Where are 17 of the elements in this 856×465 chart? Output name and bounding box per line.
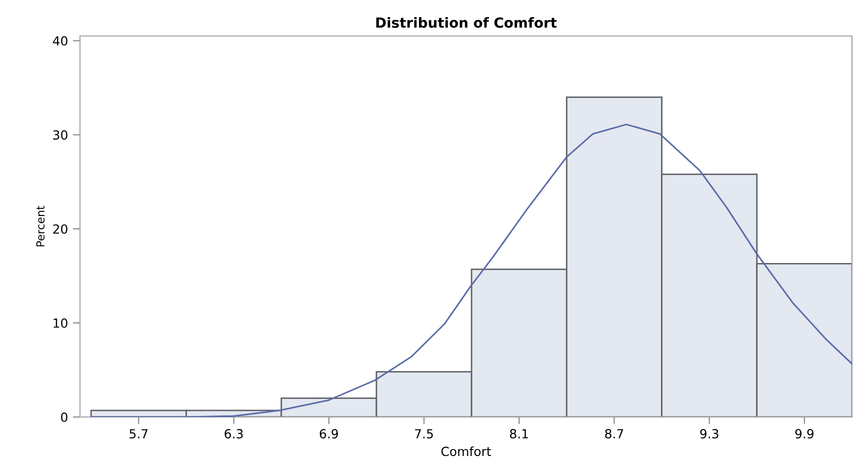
- x-tick-label: 8.7: [605, 429, 624, 438]
- x-tick-label: 6.9: [320, 429, 338, 438]
- y-tick-label: 10: [54, 318, 68, 328]
- x-tick-label: 5.7: [130, 429, 148, 438]
- x-tick-label: 9.3: [700, 429, 718, 438]
- y-tick-label: 30: [53, 130, 68, 140]
- y-axis-title: Percent: [36, 206, 45, 246]
- x-tick-label: 6.3: [224, 429, 243, 438]
- x-axis-title: Comfort: [441, 446, 492, 456]
- x-tick-label: 7.5: [415, 429, 433, 438]
- y-tick-label: 40: [52, 36, 68, 46]
- chart-title: Distribution of Comfort: [376, 17, 557, 28]
- y-tick-label: 0: [61, 412, 68, 422]
- x-tick-label: 8.1: [510, 429, 528, 438]
- y-tick-label: 20: [53, 224, 68, 234]
- line-series: [90, 124, 852, 417]
- x-tick-label: 9.9: [795, 429, 814, 438]
